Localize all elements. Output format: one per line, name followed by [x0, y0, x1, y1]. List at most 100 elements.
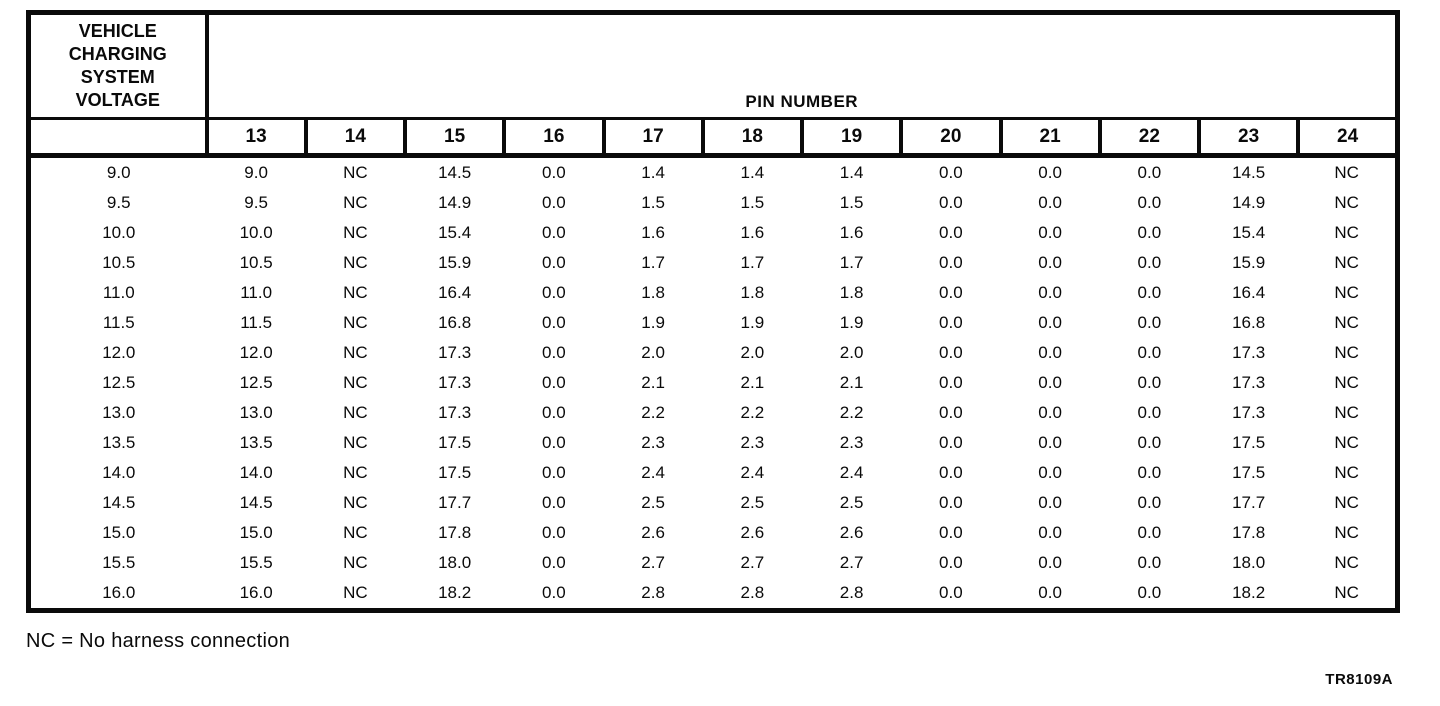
pin-value-cell: NC [1334, 223, 1359, 242]
pin-value-cell: 0.0 [1038, 223, 1062, 242]
pin-value-cell: 1.8 [740, 283, 765, 302]
pin-value-cell: 14.9 [1232, 193, 1266, 212]
pin-value-cell: NC [1334, 193, 1359, 212]
pin-value-cell: 1.8 [839, 283, 864, 302]
pin-value-cell: 17.5 [438, 433, 472, 452]
pin-value-cell: NC [1334, 283, 1359, 302]
pin-value-cell: 0.0 [1137, 253, 1162, 272]
pin-value-cell: NC [1334, 253, 1359, 272]
pin-value-cell: 2.4 [641, 463, 665, 482]
pin-value-cell: NC [343, 463, 368, 482]
pin-value-cell: 12.5 [239, 373, 273, 392]
pin-value-cell: NC [343, 373, 368, 392]
pin-column-header: 21 [998, 118, 1102, 158]
pin-value-cell: 0.0 [1038, 313, 1062, 332]
pin-value-cell: 0.0 [939, 253, 963, 272]
pin-value-cell: NC [343, 433, 368, 452]
pin-value-cell: 2.5 [641, 493, 665, 512]
pin-value-cell: 0.0 [542, 283, 566, 302]
pin-value-cell: 17.3 [1232, 343, 1266, 362]
pin-value-cell: 0.0 [1038, 463, 1062, 482]
pin-value-cell: NC [343, 523, 368, 542]
pin-value-cell: 0.0 [939, 583, 963, 602]
pin-value-cell: NC [343, 553, 368, 572]
voltage-cell: 14.0 [102, 463, 136, 482]
pin-value-cell: 17.3 [438, 343, 472, 362]
pin-value-cell: 17.3 [1232, 403, 1266, 422]
pin-value-cell: 0.0 [542, 373, 566, 392]
pin-value-cell: 0.0 [939, 403, 963, 422]
table-row: 9.0 9.0 NC 14.5 0.0 1.4 1.4 1.4 0.0 0.0 0.0 14.5 NC [29, 156, 1398, 189]
pin-value-cell: 2.5 [839, 493, 864, 512]
pin-value-cell: 14.5 [1232, 163, 1266, 182]
pin-value-cell: 15.9 [438, 253, 472, 272]
pin-value-cell: 16.4 [1232, 283, 1266, 302]
pin-value-cell: 13.5 [239, 433, 273, 452]
pin-column-header: 17 [601, 118, 705, 158]
pin-value-cell: 2.8 [641, 583, 665, 602]
pin-value-cell: 0.0 [1137, 223, 1162, 242]
pin-value-cell: 1.8 [641, 283, 665, 302]
pin-value-cell: 0.0 [1137, 463, 1162, 482]
pin-value-cell: NC [1334, 523, 1359, 542]
empty-header-cell [28, 118, 209, 158]
voltage-cell: 15.0 [102, 523, 136, 542]
pin-value-cell: 0.0 [1137, 523, 1162, 542]
pin-column-header: 22 [1097, 118, 1202, 158]
pin-value-cell: 16.0 [239, 583, 273, 602]
pin-value-cell: 0.0 [1137, 403, 1162, 422]
pin-value-cell: 2.6 [641, 523, 665, 542]
pin-value-cell: NC [1334, 403, 1359, 422]
pin-value-cell: 0.0 [1137, 283, 1162, 302]
pin-value-cell: 0.0 [1137, 493, 1162, 512]
pin-value-cell: NC [1334, 553, 1359, 572]
pin-value-cell: 17.3 [438, 373, 472, 392]
pin-value-cell: 15.4 [1232, 223, 1266, 242]
pin-value-cell: 2.0 [740, 343, 765, 362]
pin-value-cell: 0.0 [542, 343, 566, 362]
pin-value-cell: 0.0 [939, 523, 963, 542]
voltage-cell: 14.5 [102, 493, 136, 512]
pin-value-cell: NC [343, 163, 368, 182]
pin-value-cell: 1.5 [740, 193, 765, 212]
pin-value-cell: 12.0 [239, 343, 273, 362]
pin-value-cell: 15.5 [239, 553, 273, 572]
pin-value-cell: 17.7 [1232, 493, 1266, 512]
pin-value-cell: 0.0 [542, 253, 566, 272]
pin-column-header: 23 [1196, 118, 1301, 158]
pin-value-cell: 0.0 [939, 223, 963, 242]
pin-value-cell: 0.0 [1137, 373, 1162, 392]
pin-value-cell: 2.8 [740, 583, 765, 602]
voltage-cell: 13.5 [102, 433, 136, 452]
pin-value-cell: 17.5 [1232, 433, 1266, 452]
pin-number-group-header: PIN NUMBER [206, 12, 1398, 120]
pin-value-cell: 2.3 [641, 433, 665, 452]
pin-value-cell: 0.0 [1038, 493, 1062, 512]
pin-value-cell: NC [343, 283, 368, 302]
pin-value-cell: NC [343, 193, 368, 212]
pin-value-cell: 0.0 [542, 223, 566, 242]
pin-value-cell: 1.4 [740, 163, 765, 182]
pin-value-cell: 1.5 [839, 193, 864, 212]
voltage-cell: 9.5 [106, 193, 131, 212]
pin-value-cell: NC [343, 313, 368, 332]
pin-value-cell: 14.9 [438, 193, 472, 212]
pin-value-cell: 14.5 [239, 493, 273, 512]
pin-value-cell: 0.0 [939, 193, 963, 212]
pin-value-cell: 17.7 [438, 493, 472, 512]
pin-value-cell: 2.6 [839, 523, 864, 542]
corner-header-line: VOLTAGE [75, 90, 160, 110]
pin-value-cell: 17.8 [1232, 523, 1266, 542]
group-header-row: VEHICLE CHARGING SYSTEM VOLTAGE PIN NUMB… [28, 12, 1398, 120]
pin-value-cell: 1.6 [740, 223, 765, 242]
pin-value-cell: 1.7 [839, 253, 864, 272]
pin-value-cell: 1.7 [740, 253, 765, 272]
table-row: 13.5 13.5 NC 17.5 0.0 2.3 2.3 2.3 0.0 0.0 0.0 17.5 N… [29, 428, 1398, 458]
voltage-cell: 10.0 [102, 223, 136, 242]
pin-value-cell: 2.2 [740, 403, 765, 422]
pin-value-cell: 14.0 [239, 463, 273, 482]
table-row: 11.0 11.0 NC 16.4 0.0 1.8 1.8 1.8 0.0 0.0 0.0 16.4 N… [29, 278, 1398, 308]
pin-value-cell: 0.0 [1038, 253, 1062, 272]
pin-value-cell: 2.7 [839, 553, 864, 572]
